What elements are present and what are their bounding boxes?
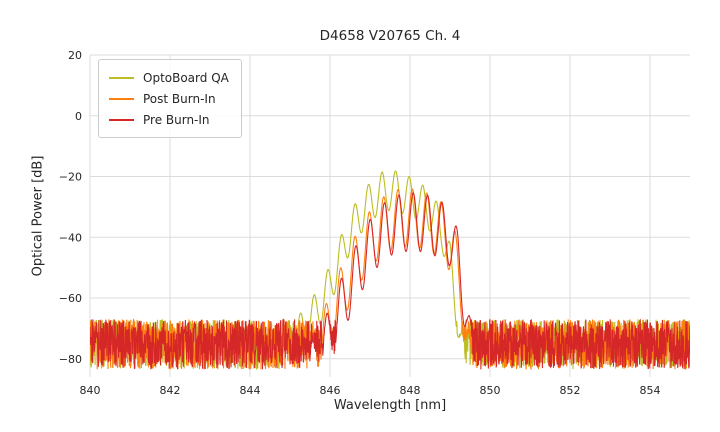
chart-title: D4658 V20765 Ch. 4: [319, 28, 461, 44]
y-tick-label: −20: [59, 171, 82, 184]
legend-label: Post Burn-In: [143, 91, 216, 106]
x-tick-label: 840: [80, 384, 101, 397]
y-tick-label: −60: [59, 292, 82, 305]
x-tick-label: 850: [480, 384, 501, 397]
legend-line-swatch: [109, 118, 134, 121]
x-tick-label: 844: [240, 384, 261, 397]
y-tick-label: 0: [75, 110, 82, 123]
y-tick-label: −80: [59, 353, 82, 366]
series-line-pre-burn-in: [90, 192, 690, 370]
x-tick-label: 848: [400, 384, 421, 397]
x-tick-label: 852: [560, 384, 581, 397]
x-tick-label: 854: [640, 384, 661, 397]
y-tick-label: −40: [59, 231, 82, 244]
x-tick-label: 842: [160, 384, 181, 397]
x-tick-label: 846: [320, 384, 341, 397]
y-axis-label: Optical Power [dB]: [30, 155, 46, 277]
legend-label: OptoBoard QA: [143, 70, 229, 85]
y-tick-label: 20: [68, 49, 82, 62]
legend-item-pre-burn-in: Pre Burn-In: [109, 109, 229, 130]
legend-line-swatch: [109, 76, 134, 79]
legend-label: Pre Burn-In: [143, 112, 210, 127]
legend-item-post-burn-in: Post Burn-In: [109, 88, 229, 109]
legend: OptoBoard QA Post Burn-In Pre Burn-In: [98, 59, 242, 138]
legend-item-optoboard-qa: OptoBoard QA: [109, 67, 229, 88]
legend-line-swatch: [109, 97, 134, 100]
x-axis-label: Wavelength [nm]: [333, 398, 447, 413]
